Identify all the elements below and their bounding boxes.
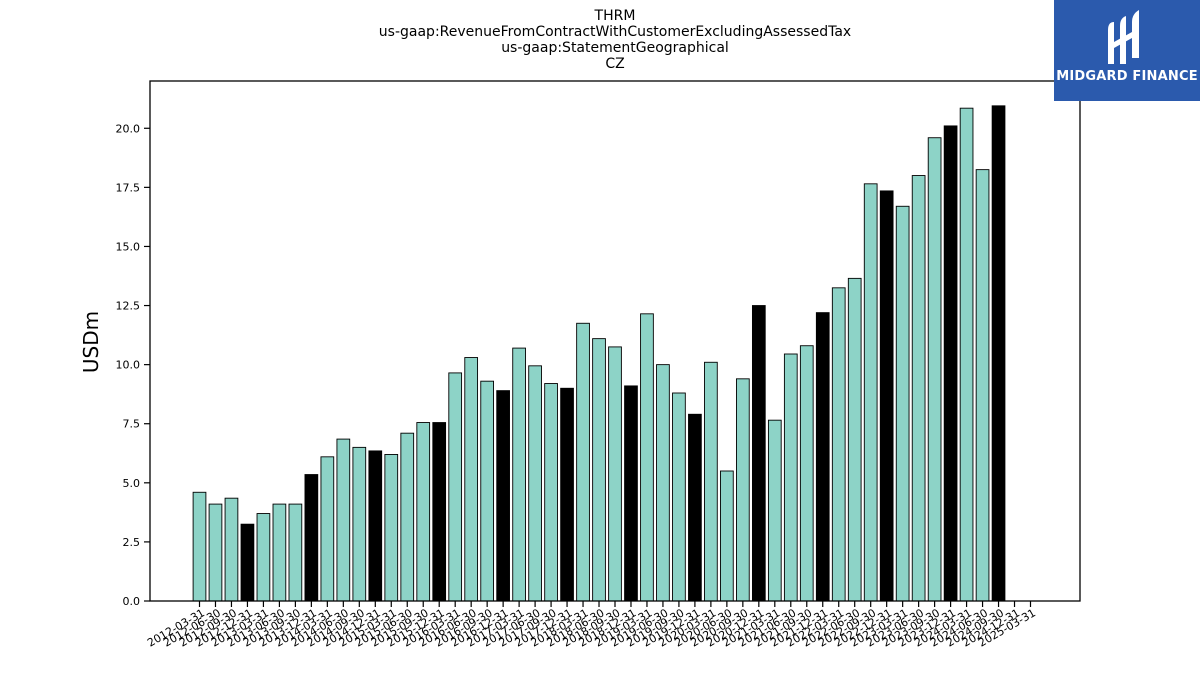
bar-2014-03-31 <box>320 456 335 602</box>
bar-2016-06-30 <box>464 357 479 602</box>
bar-2024-06-30 <box>975 169 990 602</box>
y-tick-label: 10.0 <box>116 359 141 372</box>
bar-2022-12-31 <box>879 190 894 602</box>
bar-2018-03-31 <box>576 322 590 602</box>
y-tick-label: 12.5 <box>116 300 141 313</box>
bar-2021-09-30 <box>799 345 814 602</box>
bar-2017-12-31 <box>560 387 574 602</box>
bar-2012-03-31 <box>192 491 207 602</box>
bar-2024-09-30 <box>991 105 1006 602</box>
bar-2019-09-30 <box>672 392 686 602</box>
bars-group <box>192 105 1006 602</box>
bar-2021-03-31 <box>767 419 782 602</box>
bar-2023-06-30 <box>911 175 926 602</box>
y-tick-label: 17.5 <box>116 181 141 194</box>
bar-2017-03-31 <box>512 347 526 602</box>
bar-2013-06-30 <box>272 503 287 602</box>
logo-mark-icon <box>1108 10 1139 64</box>
bar-2017-06-30 <box>528 365 542 602</box>
bar-2012-09-30 <box>224 497 239 602</box>
y-tick-label: 0.0 <box>123 595 141 608</box>
bar-2019-03-31 <box>640 313 654 602</box>
title-line: CZ <box>605 56 624 72</box>
y-tick-label: 20.0 <box>116 122 141 135</box>
bar-2023-12-31 <box>943 125 958 602</box>
x-axis: 2012-03-312012-06-302012-09-302012-12-31… <box>145 601 1038 650</box>
bar-2020-09-30 <box>736 378 750 602</box>
bar-2015-06-30 <box>400 432 415 602</box>
y-tick-label: 15.0 <box>116 240 141 253</box>
bar-2021-12-31 <box>815 312 830 602</box>
bar-2013-09-30 <box>288 503 303 602</box>
bar-2017-09-30 <box>544 383 558 602</box>
y-tick-label: 5.0 <box>123 477 141 490</box>
y-tick-label: 7.5 <box>123 418 141 431</box>
bar-2024-03-31 <box>959 107 974 602</box>
bar-2014-09-30 <box>352 446 367 602</box>
plot-frame <box>149 80 1081 602</box>
bar-2015-03-31 <box>384 454 399 602</box>
bar-2016-09-30 <box>480 380 494 602</box>
bar-2016-03-31 <box>448 372 463 602</box>
bar-2013-12-31 <box>304 474 319 602</box>
bar-2022-03-31 <box>831 287 846 602</box>
bar-2014-06-30 <box>336 438 351 602</box>
logo-text: MIDGARD FINANCE <box>1056 69 1198 84</box>
bar-2022-09-30 <box>863 183 878 602</box>
bar-2019-12-31 <box>688 413 702 602</box>
bar-2018-06-30 <box>592 338 606 602</box>
y-axis: 0.0 2.5 5.0 7.5 10.0 12.5 15.0 17.5 20.0 <box>116 122 150 608</box>
bar-2015-09-30 <box>416 422 431 602</box>
bar-2021-06-30 <box>783 353 798 602</box>
bar-2023-03-31 <box>895 205 910 602</box>
bar-2022-06-30 <box>847 277 862 602</box>
bar-2012-06-30 <box>208 503 223 602</box>
bar-2013-03-31 <box>256 513 271 602</box>
chart-title: THRMus-gaap:RevenueFromContractWithCusto… <box>379 8 851 72</box>
bar-2014-12-31 <box>368 450 383 602</box>
bar-2012-12-31 <box>240 523 255 602</box>
bar-2020-03-31 <box>704 361 718 602</box>
title-line: us-gaap:RevenueFromContractWithCustomerE… <box>379 24 851 40</box>
bar-2020-12-31 <box>751 305 766 602</box>
title-line: us-gaap:StatementGeographical <box>501 40 729 56</box>
bar-2020-06-30 <box>720 470 734 602</box>
bar-2016-12-31 <box>496 390 510 602</box>
title-line: THRM <box>594 8 636 24</box>
bar-2023-09-30 <box>927 137 942 602</box>
bar-2019-06-30 <box>656 364 670 602</box>
y-axis-label: USDm <box>79 311 103 373</box>
midgard-finance-logo: MIDGARD FINANCE <box>1054 0 1200 101</box>
bar-2018-09-30 <box>608 346 622 602</box>
bar-2015-12-31 <box>432 422 447 602</box>
bar-2018-12-31 <box>624 385 638 602</box>
y-tick-label: 2.5 <box>123 536 141 549</box>
